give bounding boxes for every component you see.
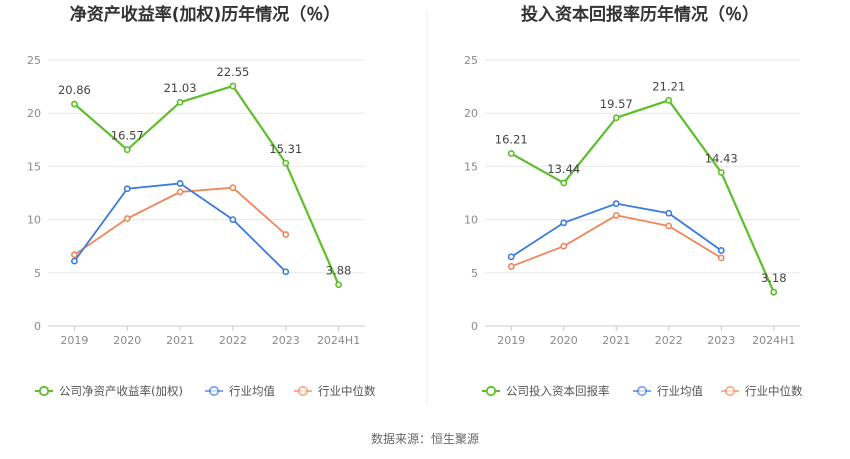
y-tick-label: 25	[27, 54, 41, 67]
legend-marker	[297, 385, 309, 397]
data-point[interactable]	[71, 251, 78, 259]
legend-item[interactable]: 公司投入资本回报率	[482, 384, 610, 398]
data-point[interactable]	[229, 82, 237, 90]
data-point[interactable]	[229, 216, 237, 223]
data-label: 22.55	[216, 65, 249, 79]
data-label: 13.44	[547, 162, 580, 176]
data-point[interactable]	[507, 263, 515, 270]
series-line	[73, 84, 340, 286]
data-point[interactable]	[282, 231, 290, 238]
legend-item[interactable]: 行业均值	[633, 384, 703, 398]
y-tick-label: 0	[34, 320, 41, 333]
y-tick-label: 5	[471, 267, 478, 280]
data-label: 3.88	[326, 264, 352, 278]
data-point[interactable]	[282, 268, 290, 276]
data-label: 21.21	[652, 79, 685, 93]
legend-label: 公司投入资本回报率	[506, 384, 610, 398]
y-tick-label: 10	[27, 214, 41, 227]
data-point[interactable]	[665, 209, 673, 217]
y-tick-label: 25	[464, 54, 478, 67]
data-point[interactable]	[560, 179, 568, 187]
legend-marker	[208, 385, 220, 397]
data-point[interactable]	[176, 188, 184, 196]
legend-label: 行业均值	[657, 384, 703, 398]
data-point[interactable]	[123, 146, 131, 154]
y-tick-label: 20	[27, 107, 41, 120]
data-point[interactable]	[665, 222, 673, 230]
data-point[interactable]	[176, 180, 184, 187]
legend-marker	[485, 385, 497, 397]
x-tick-label: 2024H1	[752, 334, 795, 347]
series-line	[510, 214, 722, 268]
series-line	[73, 186, 287, 256]
x-tick-label: 2020	[113, 334, 141, 347]
legend-item[interactable]: 行业中位数	[721, 384, 803, 398]
y-tick-label: 0	[471, 320, 478, 333]
roic-chart: 投入资本回报率历年情况（％） 0 5 10 15 20 25 2019 2020 2021 2022…	[464, 4, 803, 398]
legend-label: 行业中位数	[745, 384, 803, 398]
data-point[interactable]	[665, 96, 673, 104]
data-point[interactable]	[560, 242, 568, 250]
data-point[interactable]	[507, 150, 515, 157]
data-point[interactable]	[229, 184, 237, 192]
series-line	[510, 99, 775, 293]
data-point[interactable]	[335, 281, 342, 289]
legend-label: 公司净资产收益率(加权)	[59, 384, 183, 398]
legend-marker	[38, 385, 50, 397]
x-tick-label: 2020	[550, 334, 578, 347]
y-tick-label: 15	[464, 160, 478, 173]
data-label: 16.21	[495, 133, 528, 147]
chart-title: 投入资本回报率历年情况（％）	[521, 4, 759, 25]
data-label: 21.03	[164, 81, 197, 95]
data-source: 数据来源：恒生聚源	[371, 431, 479, 446]
legend-marker	[724, 385, 736, 397]
legend-label: 行业均值	[229, 384, 275, 398]
legend-label: 行业中位数	[318, 384, 376, 398]
legend-item[interactable]: 公司净资产收益率(加权)	[35, 384, 183, 398]
x-tick-label: 2021	[166, 334, 194, 347]
data-label: 14.43	[705, 151, 738, 165]
data-point[interactable]	[71, 100, 78, 108]
series-line	[510, 202, 722, 258]
y-tick-label: 20	[464, 107, 478, 120]
data-point[interactable]	[123, 215, 131, 222]
data-point[interactable]	[560, 219, 568, 227]
x-tick-label: 2019	[60, 334, 88, 347]
data-label: 16.57	[111, 129, 144, 143]
data-point[interactable]	[71, 257, 78, 265]
data-point[interactable]	[717, 169, 725, 176]
series-line	[73, 182, 287, 273]
y-tick-label: 5	[34, 267, 41, 280]
data-label: 3.18	[761, 271, 787, 285]
chart-title: 净资产收益率(加权)历年情况（％）	[70, 4, 341, 25]
data-point[interactable]	[612, 211, 620, 219]
legend-marker	[636, 385, 648, 397]
x-tick-label: 2023	[272, 334, 300, 347]
x-tick-label: 2021	[602, 334, 630, 347]
data-point[interactable]	[123, 185, 131, 193]
data-point[interactable]	[176, 98, 184, 106]
data-point[interactable]	[507, 253, 515, 261]
data-label: 19.57	[600, 97, 633, 111]
data-point[interactable]	[282, 159, 290, 167]
x-tick-label: 2024H1	[317, 334, 360, 347]
x-tick-label: 2023	[707, 334, 735, 347]
x-tick-label: 2022	[219, 334, 247, 347]
x-tick-label: 2022	[655, 334, 683, 347]
data-point[interactable]	[612, 200, 620, 208]
data-label: 20.86	[58, 83, 91, 97]
legend-item[interactable]: 行业均值	[205, 384, 275, 398]
legend-item[interactable]: 行业中位数	[294, 384, 376, 398]
data-label: 15.31	[269, 142, 302, 156]
data-point[interactable]	[770, 288, 778, 296]
data-point[interactable]	[717, 254, 725, 262]
x-tick-label: 2019	[497, 334, 525, 347]
roe-chart: 净资产收益率(加权)历年情况（％） 0 5 10 15 20 25 2019 2020 2021 2…	[27, 4, 376, 398]
y-tick-label: 10	[464, 214, 478, 227]
y-tick-label: 15	[27, 160, 41, 173]
data-point[interactable]	[612, 114, 620, 122]
data-point[interactable]	[717, 247, 725, 254]
